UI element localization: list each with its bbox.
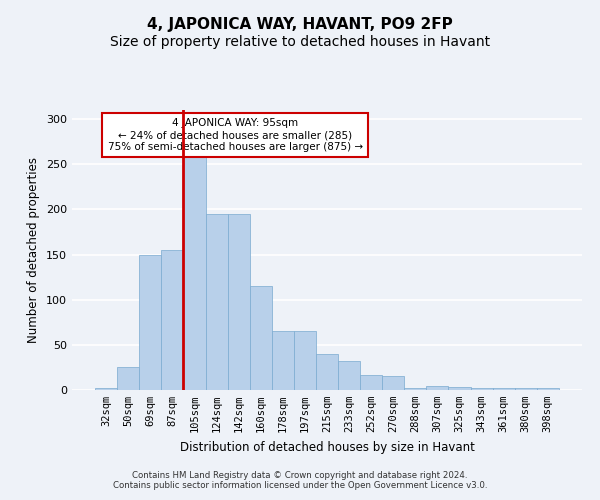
Bar: [448, 388, 470, 390]
Bar: [272, 332, 294, 390]
Bar: [139, 254, 161, 390]
Bar: [470, 388, 493, 390]
Bar: [184, 155, 206, 390]
Bar: [382, 376, 404, 390]
Bar: [316, 354, 338, 390]
Bar: [404, 388, 427, 390]
Bar: [537, 388, 559, 390]
Bar: [227, 214, 250, 390]
Bar: [95, 388, 117, 390]
Bar: [294, 332, 316, 390]
Bar: [161, 250, 184, 390]
Bar: [360, 374, 382, 390]
Bar: [117, 366, 139, 390]
Text: Size of property relative to detached houses in Havant: Size of property relative to detached ho…: [110, 35, 490, 49]
Bar: [427, 386, 448, 390]
Bar: [493, 388, 515, 390]
Bar: [515, 388, 537, 390]
Bar: [206, 214, 227, 390]
Text: Contains HM Land Registry data © Crown copyright and database right 2024.
Contai: Contains HM Land Registry data © Crown c…: [113, 470, 487, 490]
Y-axis label: Number of detached properties: Number of detached properties: [28, 157, 40, 343]
Text: 4 JAPONICA WAY: 95sqm
← 24% of detached houses are smaller (285)
75% of semi-det: 4 JAPONICA WAY: 95sqm ← 24% of detached …: [107, 118, 363, 152]
Bar: [250, 286, 272, 390]
X-axis label: Distribution of detached houses by size in Havant: Distribution of detached houses by size …: [179, 440, 475, 454]
Bar: [338, 361, 360, 390]
Text: 4, JAPONICA WAY, HAVANT, PO9 2FP: 4, JAPONICA WAY, HAVANT, PO9 2FP: [147, 18, 453, 32]
